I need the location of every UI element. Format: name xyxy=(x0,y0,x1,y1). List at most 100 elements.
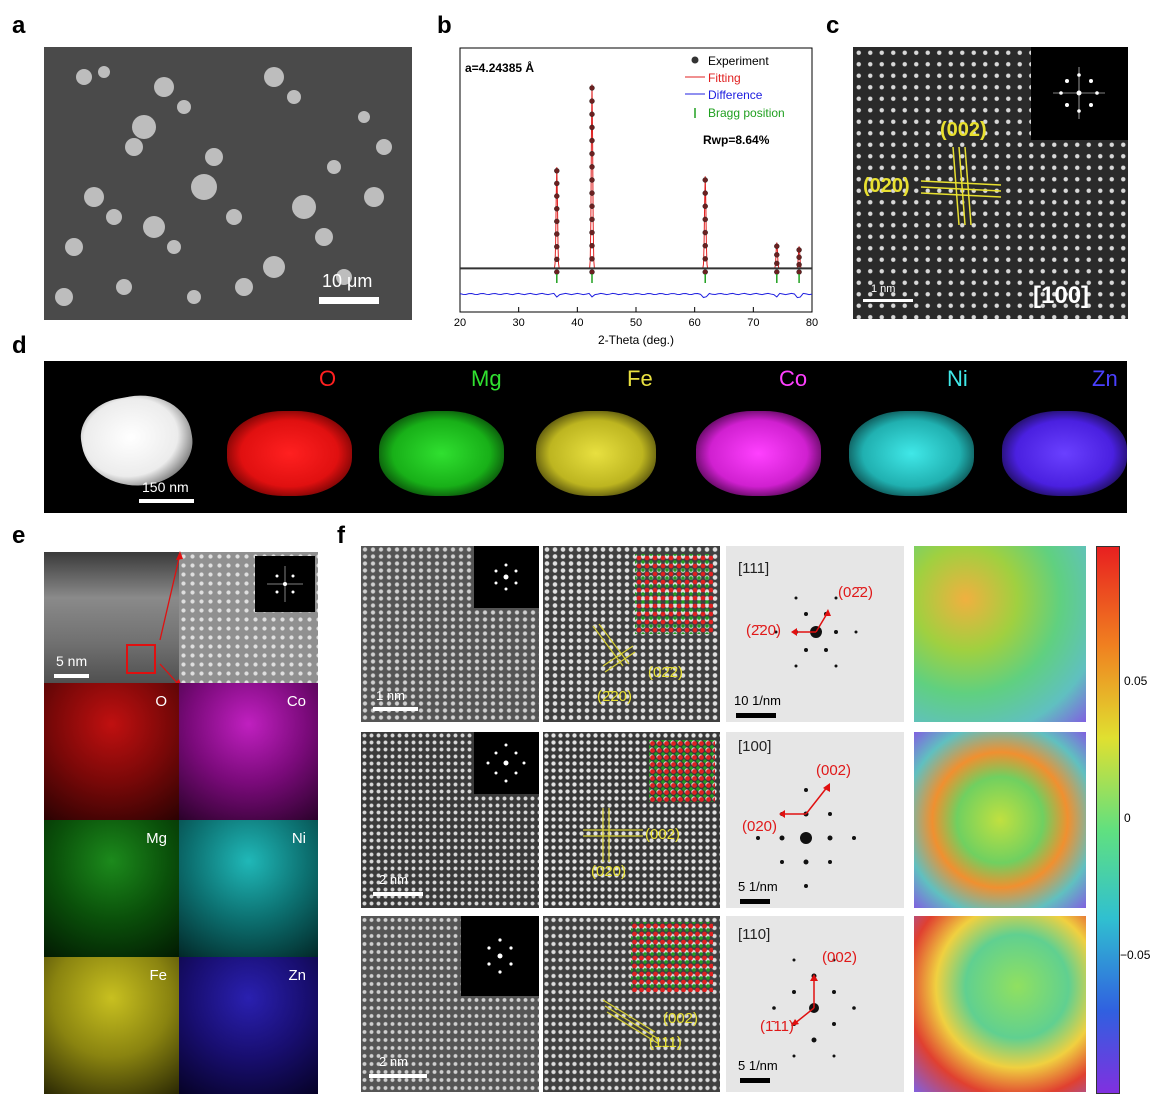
scale-bar xyxy=(54,674,89,678)
scale-label: 150 nm xyxy=(142,479,189,495)
experiment-point xyxy=(554,193,560,199)
panel-label-a: a xyxy=(12,12,26,39)
plane-label-2: (020) xyxy=(591,863,627,880)
experiment-point xyxy=(589,190,595,196)
saed-100: [100] (002) (020) 5 1/nm xyxy=(726,732,904,908)
scale-bar xyxy=(373,707,418,711)
experiment-point xyxy=(702,243,708,249)
experiment-point xyxy=(774,269,780,275)
scale-label: 1 nm xyxy=(376,688,405,703)
experiment-point xyxy=(554,256,560,263)
hrtem-111-raw: 1 nm xyxy=(361,546,539,722)
scale-label: 10 μm xyxy=(322,271,373,291)
fft-inset xyxy=(461,916,539,996)
experiment-point xyxy=(589,111,595,117)
fft-inset xyxy=(255,556,315,612)
experiment-point xyxy=(796,269,802,275)
experiment-point xyxy=(589,243,595,249)
scale-bar xyxy=(740,899,770,904)
eds-map-o xyxy=(227,411,352,496)
plane-label-2: (2̄20) xyxy=(597,688,633,705)
saed-111: [111] (02̄2) (2̄20) 10 1/nm xyxy=(726,546,904,722)
eds-map-fe xyxy=(536,411,656,496)
difference-line xyxy=(459,292,813,299)
experiment-point xyxy=(554,206,560,212)
lattice-label: a=4.24385 Å xyxy=(465,60,534,75)
hrtem-110-filtered: (002) (111) xyxy=(543,916,720,1092)
experiment-point xyxy=(554,231,560,237)
experiment-point xyxy=(774,260,780,267)
x-tick-label: 60 xyxy=(689,317,701,329)
eds-label-mg: Mg xyxy=(471,366,502,391)
eds-e-label-co: Co xyxy=(286,693,306,710)
scale-bar xyxy=(740,1078,770,1083)
rwp-label: Rwp=8.64% xyxy=(703,133,770,147)
eds-map-co xyxy=(696,411,821,496)
experiment-point xyxy=(589,177,595,183)
experiment-point xyxy=(554,168,560,174)
experiment-point xyxy=(702,190,708,196)
eds-e-label-o: O xyxy=(155,693,167,710)
experiment-point xyxy=(589,269,595,275)
xrd-chart: 20 30 40 50 60 70 80 a=4.24385 Å Rwp=8.64% Exp… xyxy=(454,47,818,347)
experiment-point xyxy=(702,229,708,236)
experiment-point xyxy=(589,164,595,170)
spot-label-2: (2̄20) xyxy=(746,622,782,639)
eds-map-e-zn: Zn xyxy=(179,957,318,1094)
zone-axis-label: [111] xyxy=(738,560,770,577)
eds-map-e-o: O xyxy=(44,683,179,820)
experiment-point xyxy=(589,151,595,157)
eds-map-e-ni: Ni xyxy=(179,820,318,957)
experiment-point xyxy=(589,137,595,144)
zoom-box xyxy=(126,644,156,674)
experiment-point xyxy=(702,177,708,183)
eds-map-strip: 150 nm O Mg Fe Co Ni Zn xyxy=(44,361,1127,513)
x-tick-label: 30 xyxy=(513,317,525,329)
scale-label: 1 nm xyxy=(871,283,896,295)
experiment-point xyxy=(702,216,708,223)
stem-overview: 5 nm xyxy=(44,552,179,683)
scale-label: 5 1/nm xyxy=(738,879,778,894)
fft-inset xyxy=(474,546,539,608)
fft-inset xyxy=(1031,47,1128,140)
strain-map-111 xyxy=(914,546,1086,722)
zone-axis-label: [100] xyxy=(738,738,772,755)
panel-label-e: e xyxy=(12,522,26,549)
experiment-point xyxy=(796,247,802,253)
spot-label-1: (002) xyxy=(816,762,852,779)
saed-110: [110] (002) (1̄11) 5 1/nm xyxy=(726,916,904,1092)
eds-map-e-co: Co xyxy=(179,683,318,820)
stem-zoom xyxy=(179,552,318,683)
eds-label-zn: Zn xyxy=(1092,366,1118,391)
scale-label: 5 1/nm xyxy=(738,1058,778,1073)
eds-map-e-fe: Fe xyxy=(44,957,179,1094)
experiment-point xyxy=(774,252,780,258)
experiment-point xyxy=(589,85,595,91)
scale-label: 2 nm xyxy=(379,1054,408,1069)
scale-label: 2 nm xyxy=(379,872,408,887)
x-axis-label: 2-Theta (deg.) xyxy=(598,333,674,347)
legend-experiment: Experiment xyxy=(708,54,769,68)
eds-e-label-zn: Zn xyxy=(288,967,306,984)
eds-map-zn xyxy=(1002,411,1127,496)
colorbar-tick-pos: 0.05 xyxy=(1124,674,1148,688)
sem-image: 10 μm xyxy=(44,47,412,320)
eds-label-fe: Fe xyxy=(627,366,653,391)
scale-bar xyxy=(139,499,194,503)
legend-bragg: Bragg position xyxy=(708,106,785,120)
eds-label-o: O xyxy=(319,366,337,391)
eds-map-mg xyxy=(379,411,504,496)
colorbar-tick-neg: −0.05 xyxy=(1120,948,1151,962)
experiment-point xyxy=(589,203,595,209)
atom-model xyxy=(649,740,715,802)
hrtem-110-raw: 2 nm xyxy=(361,916,539,1092)
eds-label-ni: Ni xyxy=(947,366,968,391)
experiment-point xyxy=(554,180,560,187)
experiment-point xyxy=(589,256,595,262)
eds-label-co: Co xyxy=(779,366,808,391)
spot-label-1: (02̄2) xyxy=(838,584,874,601)
scale-bar xyxy=(373,892,423,896)
experiment-point xyxy=(589,216,595,223)
hrtem-100-image: (002) (020) [100] 1 nm xyxy=(853,47,1128,319)
hrtem-100-raw: 2 nm xyxy=(361,732,539,908)
